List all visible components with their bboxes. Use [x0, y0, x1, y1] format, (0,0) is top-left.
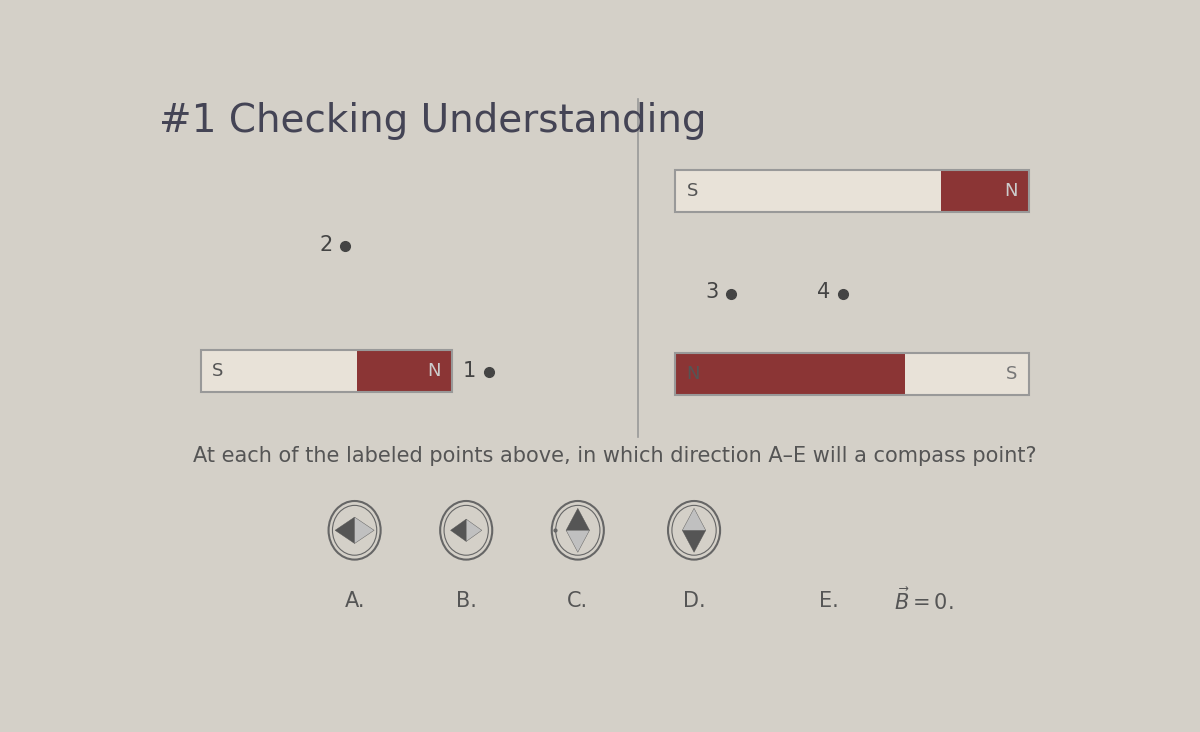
- Text: 3: 3: [704, 283, 719, 302]
- Bar: [356, 350, 452, 392]
- Polygon shape: [450, 519, 467, 542]
- Polygon shape: [335, 517, 355, 543]
- Text: At each of the labeled points above, in which direction A–E will a compass point: At each of the labeled points above, in …: [193, 446, 1037, 466]
- Polygon shape: [683, 530, 706, 552]
- Bar: [676, 353, 1028, 395]
- Polygon shape: [683, 508, 706, 530]
- Text: S: S: [212, 362, 223, 380]
- Text: E.: E.: [820, 591, 839, 610]
- Bar: [676, 353, 905, 395]
- Bar: [202, 350, 452, 392]
- Text: 2: 2: [319, 234, 332, 255]
- Text: S: S: [1007, 365, 1018, 383]
- Text: #1 Checking Understanding: #1 Checking Understanding: [160, 102, 707, 140]
- Polygon shape: [566, 508, 589, 530]
- Text: D.: D.: [683, 591, 706, 610]
- Polygon shape: [467, 519, 482, 542]
- Text: 1: 1: [463, 362, 476, 381]
- Text: $\vec{B}=0.$: $\vec{B}=0.$: [894, 587, 954, 614]
- Text: 4: 4: [816, 283, 830, 302]
- Text: N: N: [427, 362, 442, 380]
- Bar: [676, 170, 1028, 212]
- Text: B.: B.: [456, 591, 476, 610]
- Bar: [905, 353, 1028, 395]
- Text: N: N: [686, 365, 700, 383]
- Bar: [676, 170, 941, 212]
- Text: N: N: [1004, 182, 1018, 200]
- Text: A.: A.: [344, 591, 365, 610]
- Polygon shape: [566, 530, 589, 552]
- Text: C.: C.: [568, 591, 588, 610]
- Polygon shape: [355, 517, 374, 543]
- Bar: [202, 350, 356, 392]
- Bar: [941, 170, 1028, 212]
- Text: S: S: [686, 182, 698, 200]
